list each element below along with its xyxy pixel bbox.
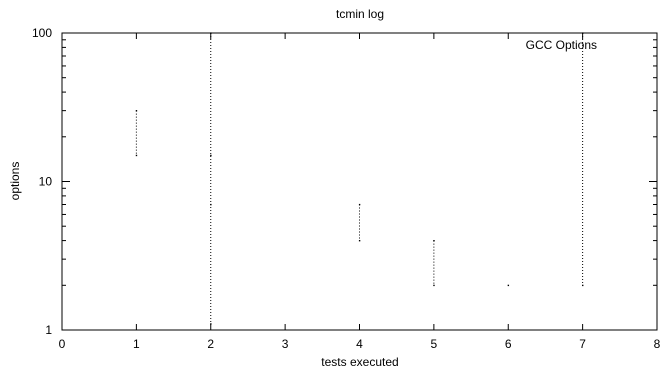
chart-title: tcmin log [336, 7, 384, 21]
y-tick-label: 1 [45, 323, 52, 337]
y-axis-label: options [8, 162, 22, 201]
data-point [433, 284, 435, 287]
x-tick-label: 8 [654, 337, 660, 351]
x-tick-label: 4 [356, 337, 363, 351]
legend-series-label: GCC Options [526, 38, 597, 52]
data-point [358, 239, 361, 242]
data-point [582, 284, 584, 287]
series-marks [135, 32, 584, 325]
data-point [210, 323, 212, 325]
data-point [433, 239, 435, 242]
data-point [210, 154, 212, 157]
data-point [582, 32, 584, 34]
x-axis-label: tests executed [321, 355, 398, 369]
data-point [358, 203, 361, 206]
data-point [135, 110, 138, 112]
x-tick-label: 5 [431, 337, 438, 351]
data-point [135, 154, 138, 157]
x-tick-label: 7 [579, 337, 586, 351]
x-tick-label: 2 [207, 337, 214, 351]
x-tick-label: 0 [59, 337, 66, 351]
x-tick-label: 1 [133, 337, 140, 351]
data-point [210, 32, 212, 34]
x-tick-label: 6 [505, 337, 512, 351]
x-tick-label: 3 [282, 337, 289, 351]
y-tick-label: 100 [32, 26, 52, 40]
y-tick-label: 10 [39, 175, 53, 189]
plot-frame [61, 32, 658, 331]
data-point [210, 203, 212, 206]
data-point [507, 284, 510, 287]
